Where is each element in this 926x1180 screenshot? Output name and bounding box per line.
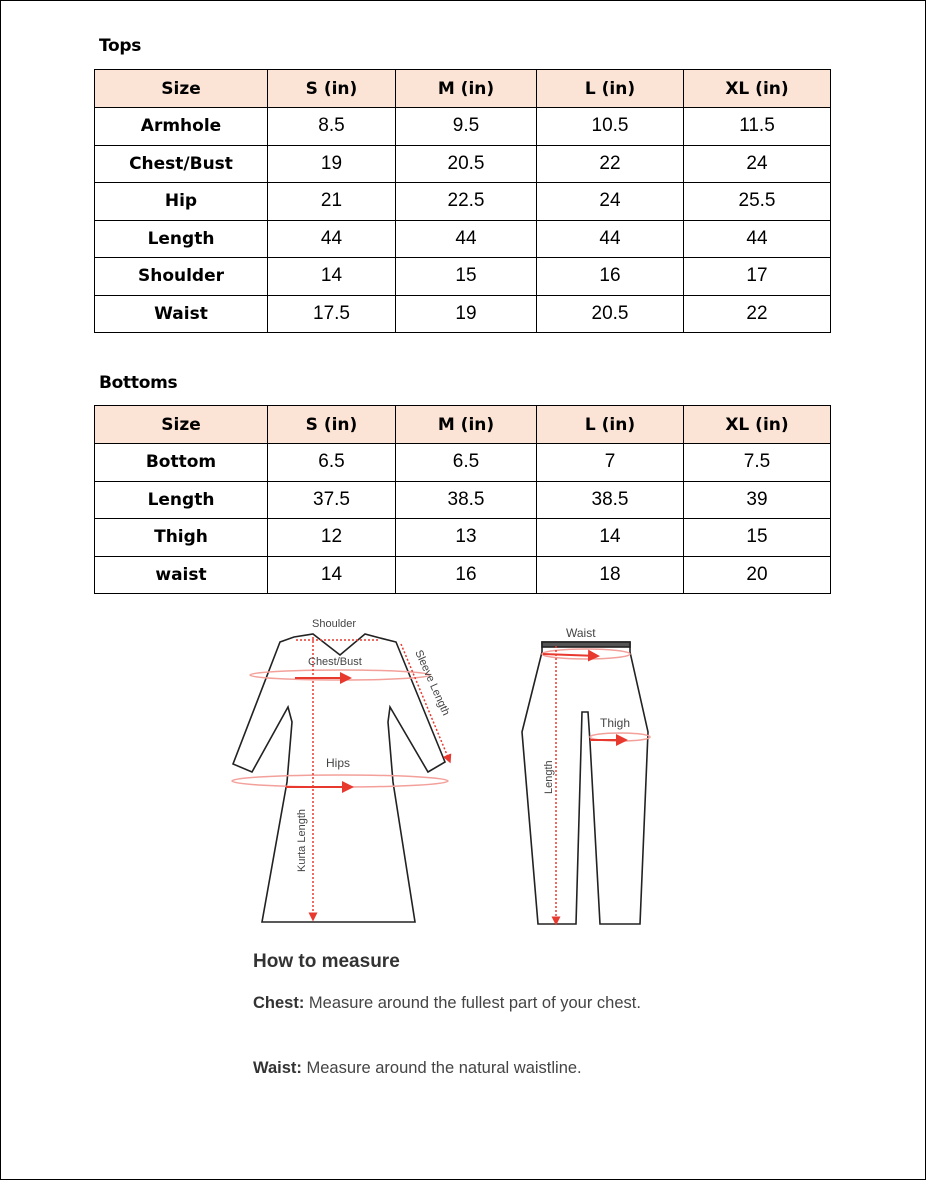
cell-value: 6.5	[267, 443, 396, 482]
waist-label: Waist	[566, 626, 596, 640]
table-row: Armhole 8.5 9.5 10.5 11.5	[94, 107, 831, 146]
row-label: Waist	[94, 294, 268, 333]
cell-value: 24	[683, 144, 831, 183]
cell-value: 8.5	[267, 107, 396, 146]
cell-value: 37.5	[267, 480, 396, 519]
cell-value: 16	[536, 257, 684, 296]
column-header: M (in)	[395, 405, 537, 444]
row-label: Length	[94, 219, 268, 258]
cell-value: 38.5	[395, 480, 537, 519]
table-row: Length 44 44 44 44	[94, 219, 831, 258]
column-header: L (in)	[536, 405, 684, 444]
column-header: Size	[94, 69, 268, 108]
tops-title: Tops	[99, 36, 142, 56]
how-to-measure-title: How to measure	[253, 951, 400, 972]
cell-value: 22	[683, 294, 831, 333]
cell-value: 19	[395, 294, 537, 333]
chest-label: Chest/Bust	[308, 656, 362, 668]
cell-value: 25.5	[683, 182, 831, 221]
chest-instruction-label: Chest:	[253, 994, 305, 1012]
cell-value: 44	[536, 219, 684, 258]
cell-value: 17.5	[267, 294, 396, 333]
hips-label: Hips	[326, 756, 350, 770]
table-row: Waist 17.5 19 20.5 22	[94, 294, 831, 333]
row-label: Bottom	[94, 443, 268, 482]
cell-value: 44	[683, 219, 831, 258]
cell-value: 20	[683, 555, 831, 594]
thigh-label: Thigh	[600, 716, 630, 730]
column-header: XL (in)	[683, 405, 831, 444]
table-row: Hip 21 22.5 24 25.5	[94, 182, 831, 221]
table-row: Bottom 6.5 6.5 7 7.5	[94, 443, 831, 482]
chest-instruction-text: Measure around the fullest part of your …	[304, 994, 641, 1012]
cell-value: 13	[395, 518, 537, 557]
cell-value: 11.5	[683, 107, 831, 146]
table-row: Thigh 12 13 14 15	[94, 518, 831, 557]
row-label: Length	[94, 480, 268, 519]
pant-length-label: Length	[543, 760, 555, 794]
column-header: XL (in)	[683, 69, 831, 108]
cell-value: 10.5	[536, 107, 684, 146]
cell-value: 15	[395, 257, 537, 296]
column-header: Size	[94, 405, 268, 444]
table-row: waist 14 16 18 20	[94, 555, 831, 594]
kurta-illustration	[231, 633, 447, 923]
header-row: Size S (in) M (in) L (in) XL (in)	[94, 405, 831, 444]
row-label: Armhole	[94, 107, 268, 146]
waist-instruction-text: Measure around the natural waistline.	[301, 1059, 582, 1077]
measurement-diagram: Shoulder Chest/Bust Hips Kurta Length Sl…	[231, 618, 651, 926]
bottoms-size-table: Size S (in) M (in) L (in) XL (in) Bottom 6.5 6.…	[94, 405, 831, 594]
kurta-length-label: Kurta Length	[296, 809, 308, 872]
table-row: Shoulder 14 15 16 17	[94, 257, 831, 296]
row-label: Thigh	[94, 518, 268, 557]
table-row: Chest/Bust 19 20.5 22 24	[94, 144, 831, 183]
row-label: Shoulder	[94, 257, 268, 296]
waist-instruction: Waist: Measure around the natural waistl…	[253, 1056, 653, 1080]
cell-value: 17	[683, 257, 831, 296]
row-label: Hip	[94, 182, 268, 221]
cell-value: 44	[267, 219, 396, 258]
column-header: S (in)	[267, 405, 396, 444]
column-header: S (in)	[267, 69, 396, 108]
cell-value: 12	[267, 518, 396, 557]
cell-value: 9.5	[395, 107, 537, 146]
cell-value: 44	[395, 219, 537, 258]
sleeve-length-label: Sleeve Length	[412, 648, 452, 717]
chest-instruction: Chest: Measure around the fullest part o…	[253, 991, 653, 1015]
cell-value: 20.5	[395, 144, 537, 183]
shoulder-label: Shoulder	[312, 618, 356, 630]
row-label: waist	[94, 555, 268, 594]
pants-illustration	[521, 641, 649, 925]
cell-value: 24	[536, 182, 684, 221]
header-row: Size S (in) M (in) L (in) XL (in)	[94, 69, 831, 108]
cell-value: 14	[267, 257, 396, 296]
cell-value: 38.5	[536, 480, 684, 519]
cell-value: 7.5	[683, 443, 831, 482]
tops-size-table: Size S (in) M (in) L (in) XL (in) Armhole 8.5 9…	[94, 69, 831, 333]
cell-value: 20.5	[536, 294, 684, 333]
cell-value: 39	[683, 480, 831, 519]
cell-value: 22.5	[395, 182, 537, 221]
column-header: M (in)	[395, 69, 537, 108]
column-header: L (in)	[536, 69, 684, 108]
cell-value: 6.5	[395, 443, 537, 482]
bottoms-title: Bottoms	[99, 373, 178, 393]
row-label: Chest/Bust	[94, 144, 268, 183]
cell-value: 7	[536, 443, 684, 482]
cell-value: 21	[267, 182, 396, 221]
cell-value: 18	[536, 555, 684, 594]
cell-value: 14	[267, 555, 396, 594]
cell-value: 19	[267, 144, 396, 183]
table-row: Length 37.5 38.5 38.5 39	[94, 480, 831, 519]
cell-value: 16	[395, 555, 537, 594]
cell-value: 15	[683, 518, 831, 557]
cell-value: 22	[536, 144, 684, 183]
cell-value: 14	[536, 518, 684, 557]
waist-instruction-label: Waist:	[253, 1059, 302, 1077]
